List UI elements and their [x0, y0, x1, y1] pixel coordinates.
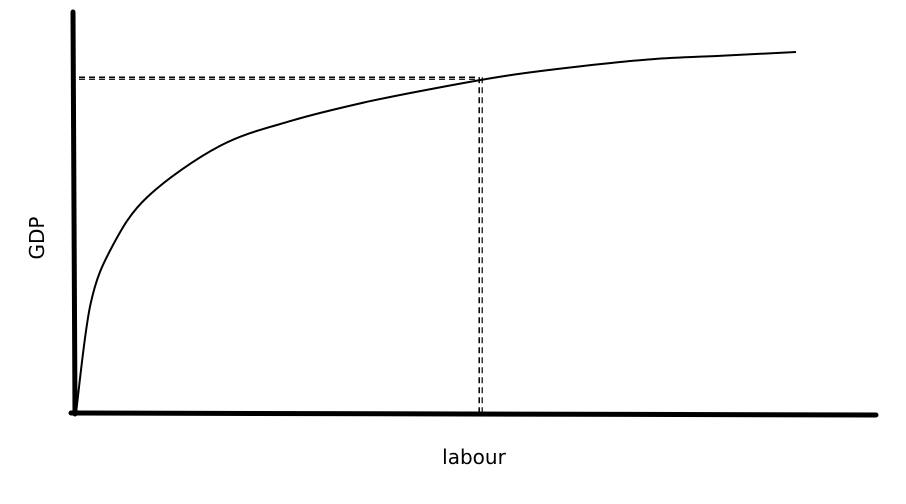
production-curve — [75, 51, 797, 414]
plot-area — [68, 9, 879, 418]
y-axis-line — [70, 9, 78, 417]
x-axis-line — [68, 410, 879, 418]
y-axis-label: GDP — [25, 217, 49, 260]
x-axis-label: labour — [442, 445, 506, 469]
